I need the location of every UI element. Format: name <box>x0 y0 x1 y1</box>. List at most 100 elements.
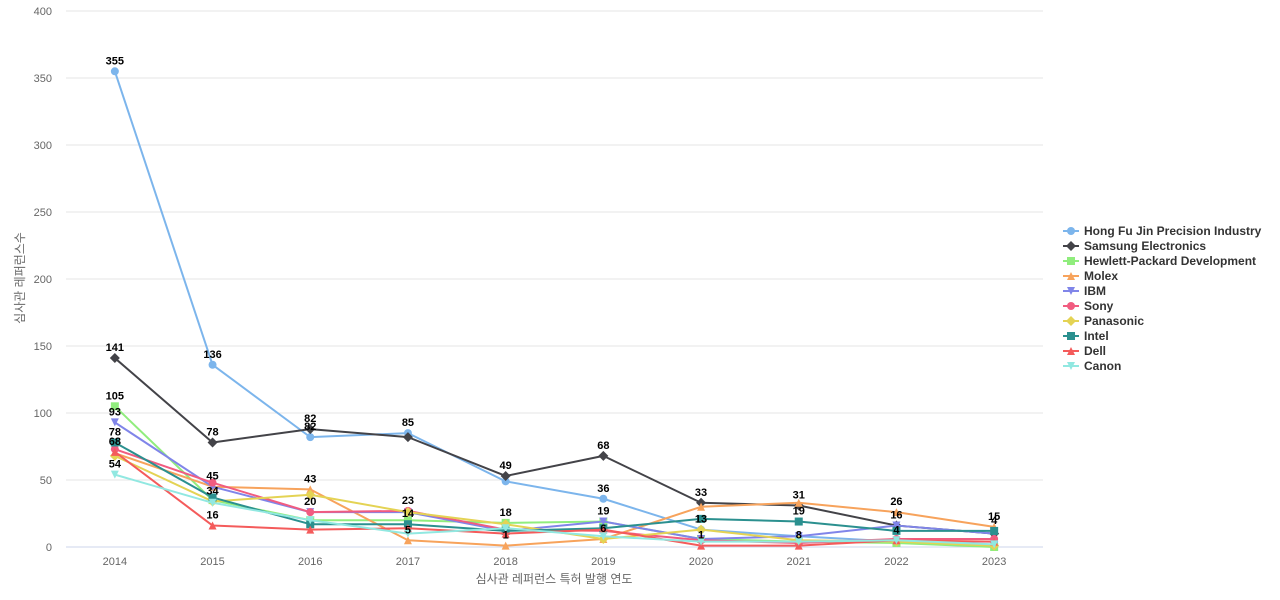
data-point <box>501 529 510 538</box>
x-tick-label: 2016 <box>298 556 322 568</box>
legend-label: Panasonic <box>1084 314 1144 328</box>
legend-label: IBM <box>1084 284 1106 298</box>
data-point <box>208 493 217 502</box>
data-point <box>305 489 316 500</box>
legend-item[interactable]: Canon <box>1063 359 1121 373</box>
data-point <box>794 517 803 526</box>
data-label: 54 <box>109 459 122 471</box>
data-label: 18 <box>500 507 512 519</box>
data-label: 136 <box>203 349 221 361</box>
data-point <box>208 498 217 507</box>
data-point <box>402 507 413 518</box>
data-label: 19 <box>793 506 805 518</box>
data-point <box>109 353 120 364</box>
data-point <box>306 520 315 529</box>
data-label: 34 <box>206 485 219 497</box>
legend-marker-symbol <box>1067 227 1075 235</box>
y-axis-ticks: 0 50 100 150 200 250 300 350 400 <box>34 6 52 554</box>
data-label: 45 <box>206 471 218 483</box>
legend-label: Intel <box>1084 329 1109 343</box>
data-point <box>990 540 999 549</box>
data-label: 49 <box>500 460 512 472</box>
data-point <box>697 541 706 550</box>
x-tick-label: 2018 <box>493 556 517 568</box>
data-point <box>501 524 510 533</box>
legend-item[interactable]: Intel <box>1063 329 1109 343</box>
legend-item[interactable]: Panasonic <box>1063 314 1144 328</box>
data-point <box>892 526 901 535</box>
data-point <box>403 529 412 538</box>
data-point <box>599 532 608 541</box>
legend-marker-symbol <box>1067 332 1075 340</box>
y-tick-label: 400 <box>34 6 52 18</box>
data-label: 78 <box>109 426 121 438</box>
series-4 <box>110 418 999 543</box>
x-tick-label: 2020 <box>689 556 713 568</box>
data-point <box>599 517 608 526</box>
y-tick-label: 50 <box>40 475 52 487</box>
legend-label: Samsung Electronics <box>1084 239 1206 253</box>
legend-label: Hong Fu Jin Precision Industry <box>1084 224 1262 238</box>
legend-item[interactable]: Samsung Electronics <box>1063 239 1206 253</box>
data-point <box>501 477 510 486</box>
data-point <box>599 494 608 503</box>
data-label: 16 <box>206 510 218 522</box>
y-tick-label: 200 <box>34 274 52 286</box>
data-label: 141 <box>106 342 124 354</box>
data-point <box>403 516 412 525</box>
data-point <box>892 536 901 545</box>
legend-marker-symbol <box>1066 241 1076 251</box>
legend-marker-symbol <box>1067 302 1075 310</box>
data-point <box>110 470 119 479</box>
legend-marker-symbol <box>1067 362 1075 370</box>
data-point <box>500 470 511 481</box>
data-point <box>501 541 510 550</box>
data-label: 20 <box>304 496 316 508</box>
legend-item[interactable]: Dell <box>1063 344 1106 358</box>
data-point <box>110 402 119 411</box>
data-label: 5 <box>405 524 411 536</box>
y-tick-label: 150 <box>34 341 52 353</box>
x-tick-label: 2014 <box>103 556 127 568</box>
data-label: 78 <box>206 426 218 438</box>
legend-item[interactable]: Sony <box>1063 299 1114 313</box>
data-point <box>402 432 413 443</box>
legend-item[interactable]: Hewlett-Packard Development <box>1063 254 1256 268</box>
data-point <box>110 447 119 456</box>
data-point <box>208 521 217 530</box>
legend-label: Molex <box>1084 269 1118 283</box>
data-point <box>110 438 119 447</box>
legend-label: Canon <box>1084 359 1121 373</box>
legend-item[interactable]: Molex <box>1063 269 1118 283</box>
data-label: 14 <box>402 508 415 520</box>
legend-item[interactable]: Hong Fu Jin Precision Industry <box>1063 224 1262 238</box>
data-point <box>306 508 315 517</box>
y-tick-label: 350 <box>34 73 52 85</box>
legend-item[interactable]: IBM <box>1063 284 1106 298</box>
series-line <box>113 70 996 543</box>
data-label: 36 <box>597 483 609 495</box>
x-tick-label: 2015 <box>200 556 224 568</box>
data-label: 15 <box>988 511 1000 523</box>
data-label: 8 <box>796 530 802 542</box>
data-point <box>599 525 608 534</box>
series-0 <box>110 67 999 546</box>
data-point <box>892 521 901 530</box>
data-label: 93 <box>109 406 121 418</box>
series-layer <box>109 67 1000 551</box>
data-point <box>990 526 999 535</box>
series-line <box>113 357 996 535</box>
legend-label: Dell <box>1084 344 1106 358</box>
data-point <box>306 433 315 442</box>
data-label: 31 <box>793 489 805 501</box>
data-label: 85 <box>402 417 414 429</box>
data-label: 19 <box>597 506 609 518</box>
y-tick-label: 250 <box>34 207 52 219</box>
data-point <box>306 485 315 494</box>
data-label: 43 <box>304 473 316 485</box>
y-tick-label: 0 <box>46 542 52 554</box>
data-label: 6 <box>600 523 606 535</box>
data-point <box>892 508 901 517</box>
